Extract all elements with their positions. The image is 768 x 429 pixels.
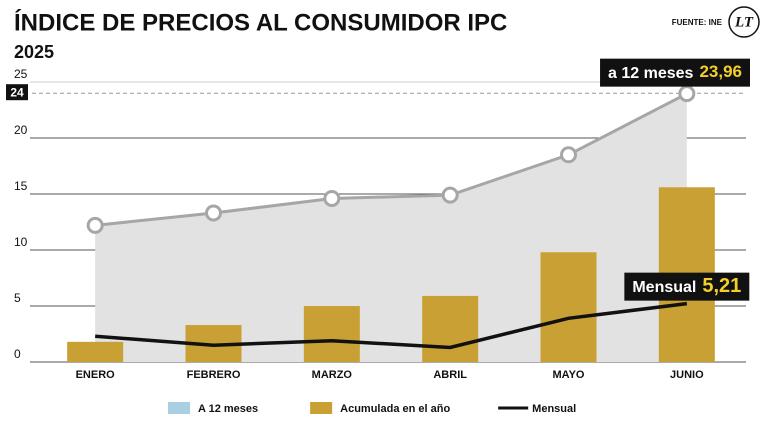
x-tick-label: MAYO <box>553 369 585 381</box>
logo-circle <box>728 6 760 38</box>
y-tick-label: 15 <box>14 179 28 193</box>
reference-label-box <box>6 84 28 101</box>
x-tick-label: ABRIL <box>433 369 467 381</box>
logo: LT <box>734 14 754 30</box>
data-label: 5,21 <box>702 275 741 297</box>
bar <box>67 341 124 362</box>
legend-swatch <box>310 402 333 414</box>
bar <box>540 252 597 362</box>
legend-label: Acumulada en el año <box>340 403 450 415</box>
line <box>95 92 688 227</box>
point <box>560 146 577 164</box>
chart-title: ÍNDICE DE PRECIOS AL CONSUMIDOR IPC <box>14 8 507 36</box>
legend-label: Mensual <box>532 403 576 415</box>
x-tick-label: FEBRERO <box>187 369 241 381</box>
x-tick-label: JUNIO <box>670 369 704 381</box>
y-tick-label: 10 <box>14 235 28 249</box>
area <box>95 93 687 362</box>
bar <box>303 306 360 362</box>
data-label: 23,96 <box>699 62 742 81</box>
y-tick-label: 25 <box>14 67 28 81</box>
callout-label: Mensual <box>632 279 696 296</box>
chart-subtitle: 2025 <box>14 42 54 62</box>
callout-label: a 12 meses <box>608 65 694 82</box>
point <box>441 186 459 204</box>
legend-swatch <box>168 402 190 414</box>
point <box>205 204 222 222</box>
y-tick-label: 0 <box>14 347 21 361</box>
bar <box>422 295 479 362</box>
point <box>678 85 696 103</box>
y-tick-label: 20 <box>14 123 28 137</box>
callout-box <box>624 272 750 301</box>
legend-label: A 12 meses <box>198 403 258 415</box>
y-tick-label: 5 <box>14 291 21 305</box>
line <box>95 301 688 350</box>
callout-box <box>600 58 750 87</box>
point <box>323 189 341 207</box>
x-tick-label: MARZO <box>312 369 353 381</box>
x-tick-label: ENERO <box>76 369 116 381</box>
source: FUENTE: INE <box>672 18 723 27</box>
point <box>86 216 104 234</box>
reference-label: 24 <box>10 85 24 99</box>
